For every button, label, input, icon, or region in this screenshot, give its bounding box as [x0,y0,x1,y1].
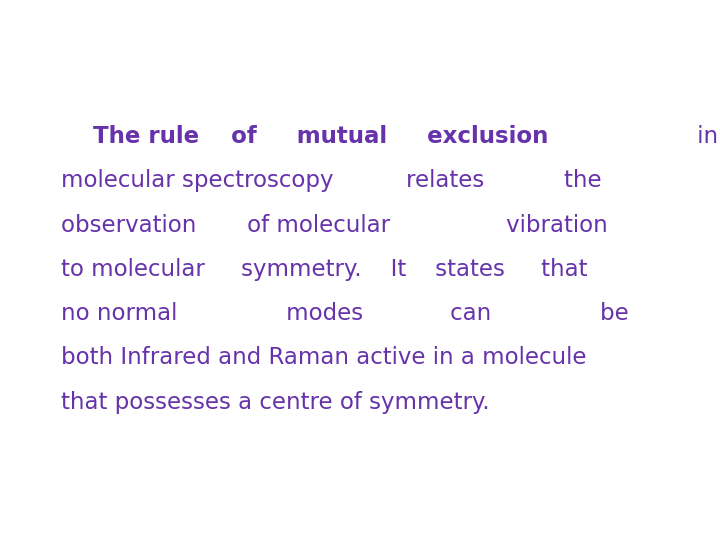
Text: that possesses a centre of symmetry.: that possesses a centre of symmetry. [61,391,490,414]
Text: observation       of molecular                vibration: observation of molecular vibration [61,214,608,237]
Text: to molecular     symmetry.    It    states     that: to molecular symmetry. It states that [61,258,588,281]
Text: The rule    of     mutual     exclusion: The rule of mutual exclusion [61,125,549,148]
Text: no normal               modes            can               be: no normal modes can be [61,302,629,325]
Text: both Infrared and Raman active in a molecule: both Infrared and Raman active in a mole… [61,347,587,369]
Text: molecular spectroscopy          relates           the: molecular spectroscopy relates the [61,170,602,192]
Text: in: in [690,125,718,148]
